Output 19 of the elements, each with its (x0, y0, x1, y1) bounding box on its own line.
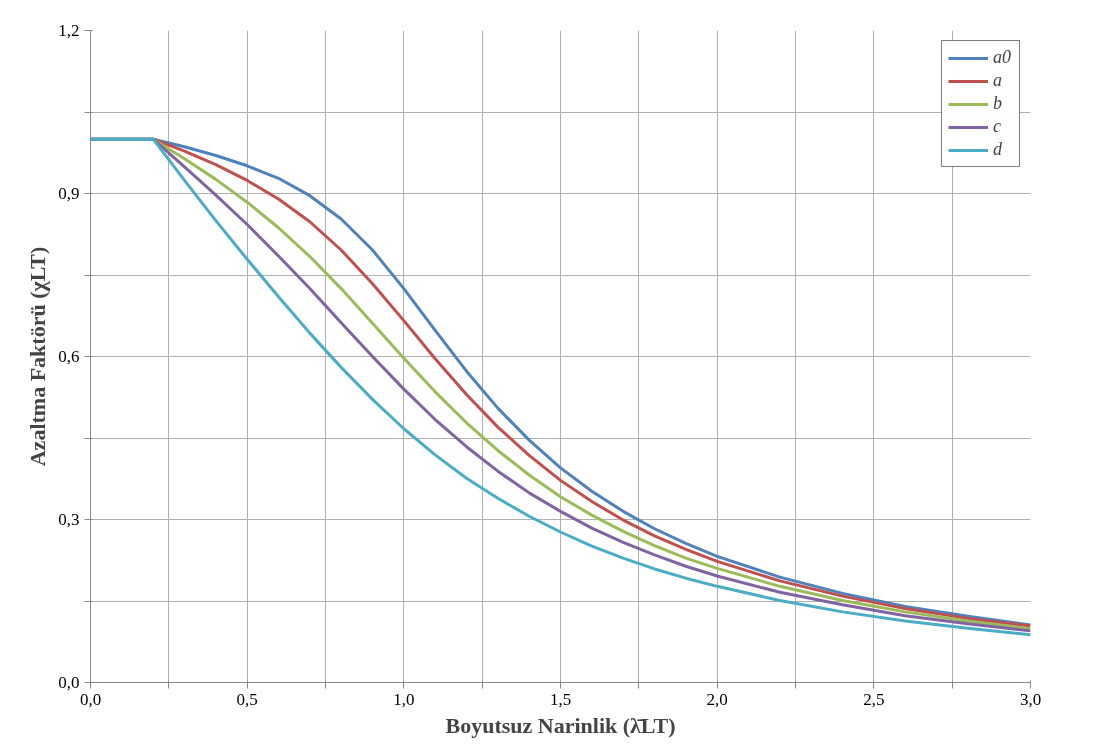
x-tick-label: 1,5 (549, 689, 572, 709)
y-tick-label: 0,3 (58, 510, 80, 529)
legend-label: c (993, 116, 1002, 137)
y-axis-title: Azaltma Faktörü (χLT) (25, 246, 51, 467)
x-axis-title: Boyutsuz Narinlik (λ̄LT) (445, 712, 676, 738)
x-tick-label: 2,0 (706, 689, 728, 709)
x-tick-label: 1,0 (393, 689, 415, 709)
y-tick-label: 0,6 (58, 347, 80, 366)
x-tick-label: 2,5 (863, 689, 885, 709)
x-tick-label: 0,5 (236, 689, 258, 709)
legend-label: a (993, 70, 1003, 91)
legend-label: d (993, 139, 1003, 160)
y-tick-label: 0,0 (58, 673, 80, 692)
legend-label: a0 (993, 47, 1012, 68)
x-tick-label: 3,0 (1019, 689, 1042, 709)
y-tick-label: 1,2 (58, 21, 80, 40)
y-tick-label: 0,9 (58, 184, 80, 203)
x-tick-label: 0,0 (79, 689, 102, 709)
legend-label: b (993, 93, 1003, 114)
